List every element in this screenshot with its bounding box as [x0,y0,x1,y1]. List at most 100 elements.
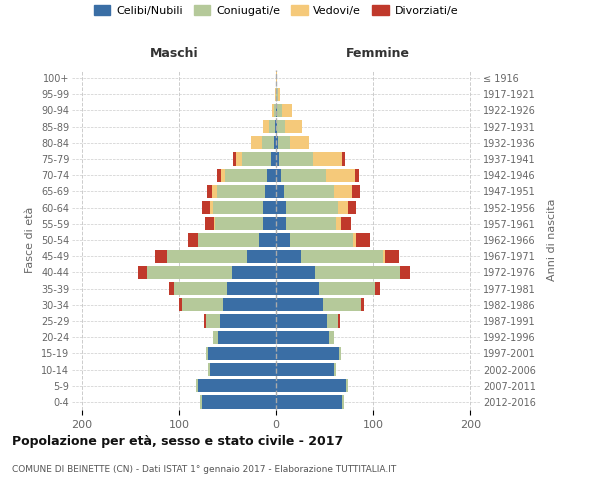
Bar [232,266,276,279]
Bar [226,168,267,182]
Bar [276,314,326,328]
Bar [251,136,262,149]
Bar [319,282,375,295]
Bar [242,152,271,166]
Bar [276,217,286,230]
Bar [196,379,198,392]
Bar [213,201,263,214]
Bar [336,217,341,230]
Bar [385,250,400,263]
Bar [334,363,336,376]
Bar [276,396,342,408]
Bar [276,266,315,279]
Bar [221,168,226,182]
Bar [315,266,400,279]
Bar [206,314,220,328]
Bar [323,298,361,312]
Bar [182,298,223,312]
Y-axis label: Fasce di età: Fasce di età [25,207,35,273]
Bar [200,396,202,408]
Bar [355,168,359,182]
Bar [267,168,276,182]
Bar [278,136,290,149]
Bar [276,201,286,214]
Bar [329,330,334,344]
Text: Maschi: Maschi [149,48,199,60]
Bar [205,217,214,230]
Bar [174,282,227,295]
Bar [276,152,279,166]
Bar [276,88,278,101]
Bar [383,250,385,263]
Bar [215,217,263,230]
Bar [218,330,276,344]
Bar [247,250,276,263]
Bar [290,136,309,149]
Text: Popolazione per età, sesso e stato civile - 2017: Popolazione per età, sesso e stato civil… [12,435,343,448]
Bar [210,201,213,214]
Bar [278,88,280,101]
Bar [334,185,352,198]
Bar [281,168,326,182]
Bar [262,136,274,149]
Bar [198,234,259,246]
Bar [259,234,276,246]
Text: COMUNE DI BEINETTE (CN) - Dati ISTAT 1° gennaio 2017 - Elaborazione TUTTITALIA.I: COMUNE DI BEINETTE (CN) - Dati ISTAT 1° … [12,465,396,474]
Bar [301,250,383,263]
Bar [138,266,147,279]
Bar [342,152,345,166]
Bar [290,234,353,246]
Bar [275,120,276,134]
Bar [265,185,276,198]
Y-axis label: Anni di nascita: Anni di nascita [547,198,557,281]
Bar [326,168,355,182]
Bar [167,250,247,263]
Bar [263,201,276,214]
Bar [179,298,182,312]
Bar [356,234,370,246]
Bar [361,298,364,312]
Bar [276,104,277,117]
Bar [276,330,329,344]
Bar [276,282,319,295]
Bar [276,72,277,85]
Bar [236,152,242,166]
Bar [279,152,313,166]
Bar [263,120,269,134]
Bar [233,152,236,166]
Bar [352,185,359,198]
Bar [210,363,276,376]
Bar [282,104,292,117]
Bar [276,185,284,198]
Bar [276,168,281,182]
Bar [272,104,274,117]
Bar [276,234,290,246]
Bar [202,201,210,214]
Bar [217,168,221,182]
Bar [207,185,212,198]
Bar [276,120,277,134]
Bar [271,152,276,166]
Bar [204,314,206,328]
Bar [353,234,356,246]
Bar [338,314,340,328]
Bar [227,282,276,295]
Bar [202,396,276,408]
Bar [400,266,410,279]
Bar [198,379,276,392]
Bar [212,185,217,198]
Bar [284,185,334,198]
Bar [339,346,341,360]
Bar [275,88,276,101]
Bar [326,314,338,328]
Bar [214,217,215,230]
Bar [341,217,351,230]
Bar [169,282,174,295]
Bar [276,298,323,312]
Bar [286,217,336,230]
Bar [313,152,342,166]
Text: Femmine: Femmine [346,48,410,60]
Bar [348,201,356,214]
Bar [223,298,276,312]
Bar [188,234,198,246]
